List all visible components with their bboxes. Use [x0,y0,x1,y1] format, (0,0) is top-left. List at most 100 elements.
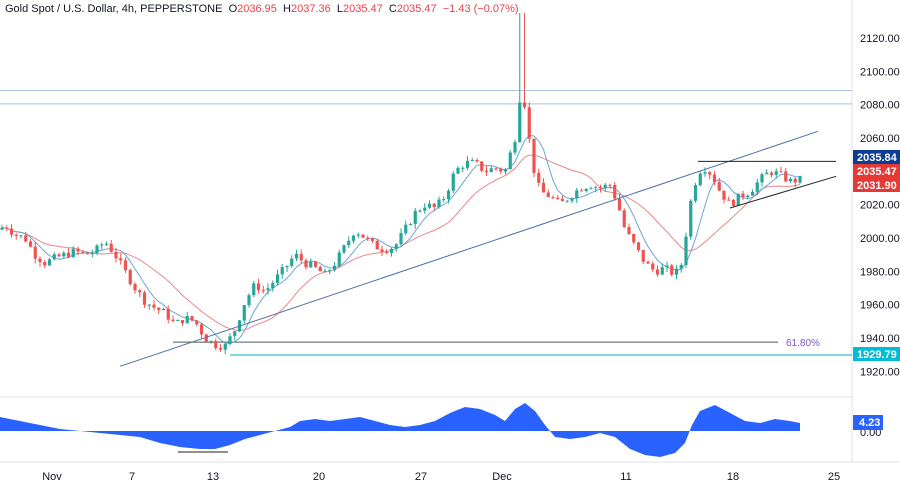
candle-body [627,227,631,234]
candle-body [655,269,660,275]
candle-body [370,238,375,241]
candle-body [280,267,284,275]
y-tick-label: 2120.00 [860,33,900,45]
candle-body [109,243,113,252]
x-tick-label: Nov [42,471,62,483]
candle-body [594,187,598,189]
candle-body [9,228,14,235]
candles [0,13,802,355]
candle-body [788,178,793,182]
candle-body [152,304,156,308]
candle-body [347,240,351,246]
channel-bottom-line [729,175,837,209]
candle-body [95,245,99,253]
candle-body [261,290,265,292]
candle-body [313,261,318,267]
candle-body [518,102,522,143]
candle-body [674,268,679,275]
price-badge-text: 2035.47 [857,166,897,178]
candle-body [252,283,256,296]
candle-body [57,254,61,257]
candle-body [584,188,588,191]
fib-618-label: 61.80% [786,338,820,349]
candle-body [508,152,512,170]
candle-body [266,288,270,291]
candle-body [617,198,622,211]
candle-body [532,138,536,173]
candle-body [769,172,774,175]
oscillator-area [0,403,800,457]
candle-body [570,198,574,201]
candle-body [100,244,104,246]
candle-body [114,251,118,259]
candle-body [565,200,569,202]
candle-body [708,172,712,175]
candle-body [408,223,413,225]
close-label: C [388,3,397,15]
candle-body [646,261,650,264]
candle-body [294,253,299,259]
candle-body [389,248,394,254]
candle-body [233,331,237,337]
candle-body [404,224,408,234]
candle-body [180,320,185,324]
candle-body [66,252,71,258]
open-value: 2036.95 [237,3,277,15]
candle-body [24,235,28,242]
horizontal-levels: 61.80% [0,90,852,356]
y-tick-label: 1920.00 [860,366,900,378]
candle-body [750,191,755,196]
candle-body [755,182,759,192]
open-label: O [228,3,238,15]
candle-body [722,190,726,200]
x-axis: Nov 7 13 20 27 Dec 11 18 25 [42,471,840,483]
candle-body [351,235,356,241]
candle-body [556,197,560,200]
candle-body [190,315,194,321]
x-tick-label: 18 [727,471,739,483]
candle-body [380,249,384,252]
candle-body [171,319,175,321]
candle-body [703,172,707,174]
price-badge-text: 2031.90 [857,180,897,192]
candle-body [157,307,161,311]
candle-body [480,161,484,171]
candle-body [727,199,731,201]
candle-body [503,169,508,172]
candle-body [717,182,721,191]
x-tick-label: 27 [415,471,427,483]
y-axis: 2120.002100.002080.002060.002040.002020.… [860,33,900,378]
candle-body [551,197,555,199]
candle-body [679,264,683,269]
candle-body [43,261,47,266]
y-tick-label: 2100.00 [860,66,900,78]
candle-body [537,172,541,183]
candle-body [104,243,109,245]
candle-body [451,173,455,191]
candle-body [176,320,180,322]
candle-body [760,174,764,183]
candle-body [385,251,389,254]
candle-body [247,295,251,306]
candle-body [147,304,151,306]
price-badges: 2035.84 2035.47 2031.90 1929.79 [853,150,900,361]
candle-body [275,274,280,283]
candle-body [5,227,9,229]
x-tick-label: 13 [207,471,219,483]
candle-body [465,160,470,168]
candle-body [793,178,797,183]
price-badge [853,178,900,192]
change-value: −1.43 (−0.07%) [442,3,519,15]
candle-body [427,203,432,208]
candle-body [418,210,422,212]
candle-body [494,168,498,170]
candle-body [33,246,37,259]
high-value: 2037.36 [290,3,331,15]
candle-body [736,193,740,206]
candle-body [85,252,90,255]
candle-body [399,233,403,245]
candle-body [784,171,788,182]
candle-body [560,199,565,202]
candle-body [223,343,227,350]
